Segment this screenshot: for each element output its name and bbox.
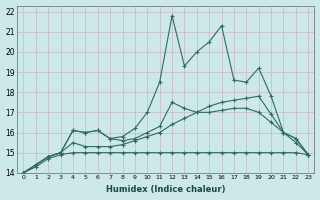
X-axis label: Humidex (Indice chaleur): Humidex (Indice chaleur) bbox=[106, 185, 226, 194]
